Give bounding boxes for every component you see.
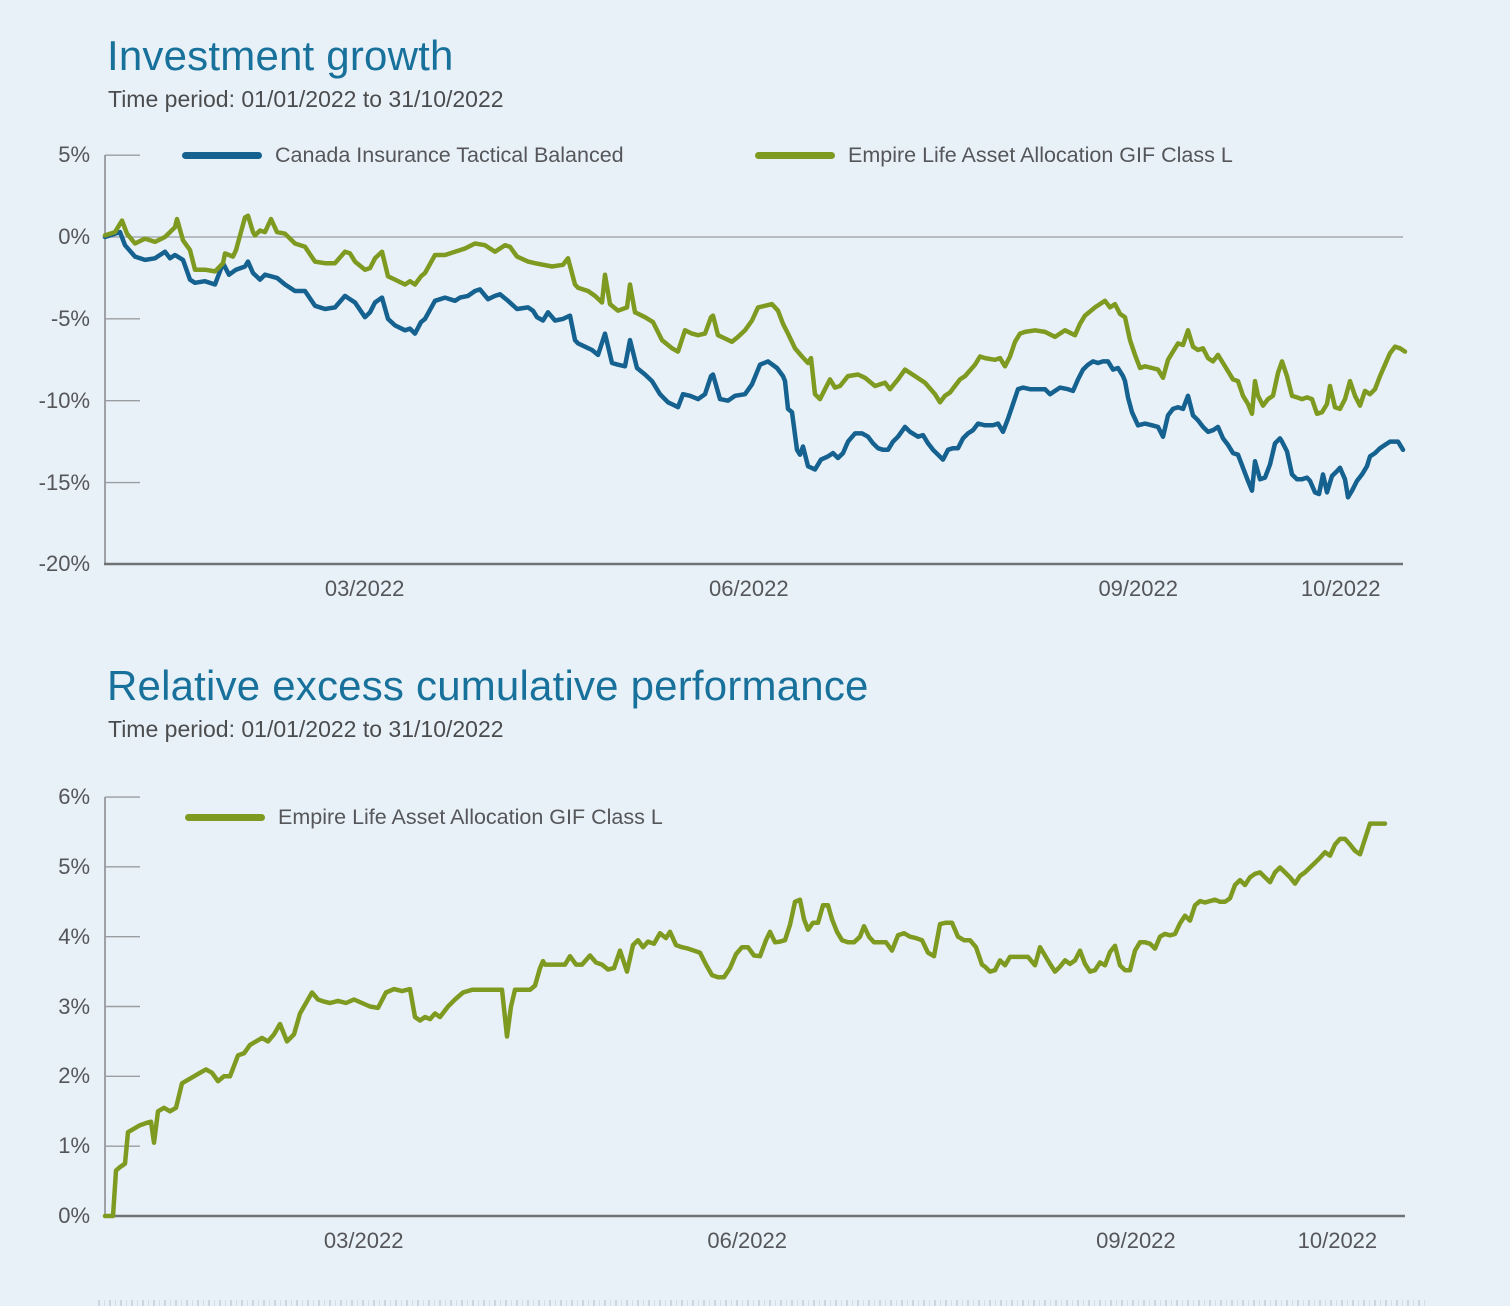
series-line-benchmark bbox=[102, 229, 1406, 500]
cropped-disclaimer-text bbox=[98, 1300, 1428, 1306]
legend-label: Canada Insurance Tactical Balanced bbox=[275, 142, 624, 167]
legend-item: Empire Life Asset Allocation GIF Class L bbox=[755, 142, 1233, 168]
legend-label: Empire Life Asset Allocation GIF Class L bbox=[278, 804, 663, 829]
x-tick-label: 03/2022 bbox=[324, 576, 405, 601]
y-tick-label: 3% bbox=[58, 993, 90, 1019]
relative-performance-title: Relative excess cumulative performance bbox=[107, 662, 869, 709]
series-line-empire-life bbox=[102, 213, 1408, 417]
y-tick-label: 1% bbox=[58, 1133, 90, 1159]
legend-line-swatch bbox=[755, 151, 835, 159]
y-tick-label: 0% bbox=[58, 224, 90, 249]
legend-label: Empire Life Asset Allocation GIF Class L bbox=[848, 142, 1233, 167]
legend-item: Empire Life Asset Allocation GIF Class L bbox=[185, 804, 663, 830]
investment-growth-title: Investment growth bbox=[107, 32, 454, 79]
x-tick-label: 03/2022 bbox=[323, 1228, 404, 1253]
y-tick-label: 0% bbox=[58, 1203, 90, 1228]
x-tick-label: 06/2022 bbox=[707, 1228, 787, 1253]
investment-growth-subtitle: Time period: 01/01/2022 to 31/10/2022 bbox=[108, 86, 504, 112]
y-tick-label: 4% bbox=[58, 923, 90, 949]
x-tick-label: 10/2022 bbox=[1297, 1228, 1378, 1253]
legend-item: Canada Insurance Tactical Balanced bbox=[182, 142, 624, 168]
y-tick-label: 6% bbox=[58, 784, 90, 810]
x-tick-label: 09/2022 bbox=[1098, 576, 1178, 601]
y-tick-label: -20% bbox=[38, 551, 90, 577]
y-tick-label: -10% bbox=[38, 387, 90, 413]
y-tick-label: 2% bbox=[58, 1063, 90, 1089]
y-tick-label: 5% bbox=[58, 142, 90, 168]
x-tick-label: 10/2022 bbox=[1300, 576, 1381, 601]
relative-performance-subtitle: Time period: 01/01/2022 to 31/10/2022 bbox=[108, 716, 504, 742]
y-tick-label: -15% bbox=[38, 469, 90, 495]
series-line-empire-life bbox=[102, 821, 1388, 1219]
legend-line-swatch bbox=[185, 813, 265, 821]
x-tick-label: 06/2022 bbox=[709, 576, 789, 601]
x-tick-label: 09/2022 bbox=[1096, 1228, 1176, 1253]
y-tick-label: -5% bbox=[50, 305, 90, 331]
y-tick-label: 5% bbox=[58, 853, 90, 879]
legend-line-swatch bbox=[182, 151, 262, 159]
